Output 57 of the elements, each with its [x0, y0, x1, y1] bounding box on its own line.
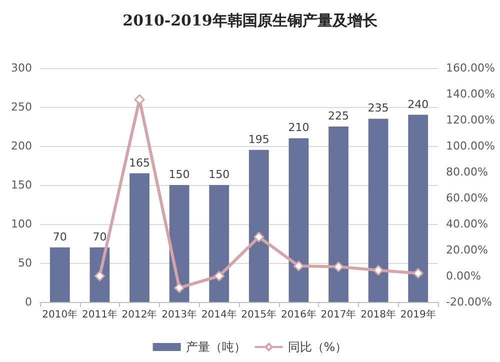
legend-label: 产量（吨） [186, 340, 246, 354]
bar [169, 185, 190, 302]
bar [288, 138, 309, 302]
x-tick-label: 2019年 [400, 308, 436, 320]
data-label: 195 [248, 132, 270, 146]
bar [209, 185, 230, 302]
data-label: 70 [52, 230, 67, 244]
point [412, 268, 424, 279]
y-tick-label: 50 [18, 256, 32, 270]
data-label: 225 [328, 110, 349, 122]
y2-tick-label: 160.00% [446, 62, 495, 74]
y2-tick-label: 60.00% [446, 192, 488, 204]
y-tick-label: 200 [11, 140, 32, 152]
y2-tick-label: 40.00% [446, 218, 488, 230]
bar [248, 150, 269, 302]
y2-tick-label: 100.00% [446, 140, 495, 152]
point [293, 260, 304, 272]
y2-tick-label: -20.00% [446, 296, 492, 308]
bar [130, 173, 150, 302]
x-tick-label: 2015年 [241, 308, 277, 320]
data-label: 210 [288, 121, 310, 134]
point [94, 270, 105, 282]
data-label: 150 [168, 168, 190, 181]
data-label: 150 [208, 168, 230, 181]
point [174, 282, 185, 294]
bar [408, 114, 428, 302]
point [214, 270, 224, 282]
y2-tick-label: 120.00% [446, 114, 495, 126]
x-tick-label: 2012年 [122, 308, 158, 320]
data-label: 165 [129, 156, 150, 170]
y2-tick-label: 0.00% [446, 270, 481, 282]
y2-tick-label: 80.00% [446, 166, 488, 178]
bar [368, 118, 388, 302]
x-tick-label: 2016年 [280, 308, 316, 320]
x-tick-label: 2018年 [360, 308, 396, 320]
y-tick-label: 0 [25, 296, 32, 308]
x-tick-label: 2013年 [162, 308, 198, 320]
y2-tick-label: 140.00% [446, 88, 495, 100]
y-tick-label: 250 [11, 100, 32, 114]
legend-label: 同比（%） [288, 340, 348, 354]
y2-tick-label: 20.00% [446, 244, 488, 256]
bar [328, 126, 348, 302]
x-tick-label: 2017年 [320, 308, 356, 320]
point [373, 265, 384, 276]
data-label: 235 [368, 102, 389, 115]
point [333, 262, 344, 272]
y-tick-label: 100 [11, 218, 32, 230]
y-tick-label: 300 [11, 62, 32, 74]
data-label: 240 [408, 98, 429, 111]
point [254, 232, 264, 242]
y-tick-label: 150 [11, 178, 32, 192]
x-tick-label: 2010年 [42, 308, 78, 320]
chart-title: 2010-2019年韩国原生铜产量及增长 [122, 12, 378, 30]
bar [50, 247, 70, 302]
x-tick-label: 2014年 [201, 308, 237, 320]
x-tick-label: 2011年 [82, 308, 118, 320]
data-label: 70 [92, 230, 107, 244]
